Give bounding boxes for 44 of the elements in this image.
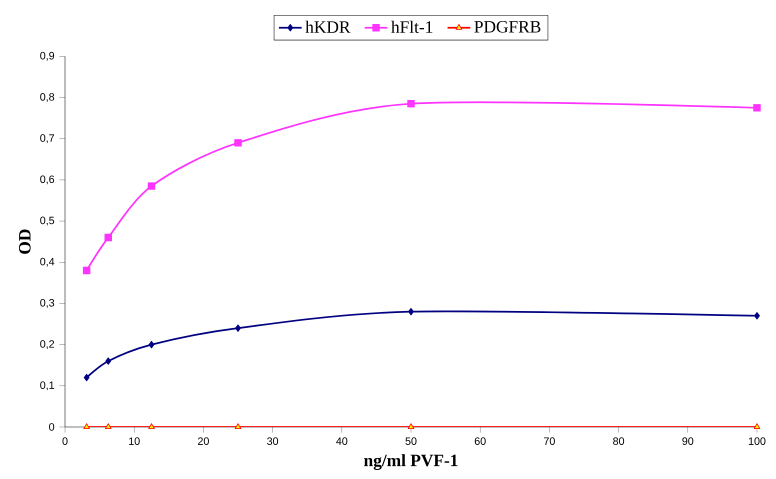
y-tick-label: 0,1 bbox=[40, 381, 54, 390]
x-tick-label: 90 bbox=[682, 437, 694, 445]
point bbox=[105, 357, 112, 365]
x-tick-label: 10 bbox=[129, 437, 140, 445]
x-tick-label: 0 bbox=[62, 437, 68, 445]
point bbox=[104, 234, 112, 242]
point bbox=[407, 100, 415, 108]
point bbox=[754, 423, 760, 430]
legend-label: hKDR bbox=[305, 20, 350, 33]
point bbox=[148, 423, 155, 430]
y-tick-label: 0,9 bbox=[40, 52, 54, 61]
y-tick-label: 0,8 bbox=[40, 93, 54, 102]
point bbox=[83, 423, 90, 430]
point bbox=[82, 266, 90, 274]
y-tick-label: 0,3 bbox=[40, 299, 54, 308]
x-tick-label: 20 bbox=[198, 437, 209, 445]
point bbox=[408, 308, 414, 316]
point bbox=[234, 139, 242, 147]
point bbox=[234, 423, 242, 430]
point bbox=[754, 312, 760, 320]
y-tick-label: 0 bbox=[49, 423, 54, 431]
x-tick-label: 30 bbox=[267, 437, 278, 445]
y-axis-title: OD bbox=[18, 230, 31, 254]
x-tick-label: 40 bbox=[336, 437, 348, 445]
x-tick-label: 60 bbox=[474, 437, 486, 445]
y-tick-label: 0,2 bbox=[40, 340, 54, 350]
point bbox=[104, 423, 112, 430]
y-tick-label: 0,4 bbox=[40, 258, 54, 267]
point bbox=[753, 104, 761, 112]
point bbox=[84, 374, 90, 382]
y-tick-label: 0,6 bbox=[40, 175, 54, 184]
legend-label: hFlt-1 bbox=[391, 20, 432, 33]
point bbox=[408, 423, 414, 430]
y-tick-label: 0,7 bbox=[40, 134, 54, 144]
x-tick-label: 70 bbox=[544, 437, 555, 445]
x-tick-label: 50 bbox=[405, 437, 417, 445]
x-tick-label: 80 bbox=[613, 437, 624, 445]
y-tick-label: 0,5 bbox=[40, 216, 54, 226]
legend-label: PDGFRB bbox=[474, 20, 540, 33]
point bbox=[148, 340, 154, 348]
x-tick-label: 100 bbox=[748, 437, 766, 445]
x-axis-title: ng/ml PVF-1 bbox=[364, 454, 458, 470]
point bbox=[148, 182, 156, 190]
point bbox=[235, 324, 241, 332]
